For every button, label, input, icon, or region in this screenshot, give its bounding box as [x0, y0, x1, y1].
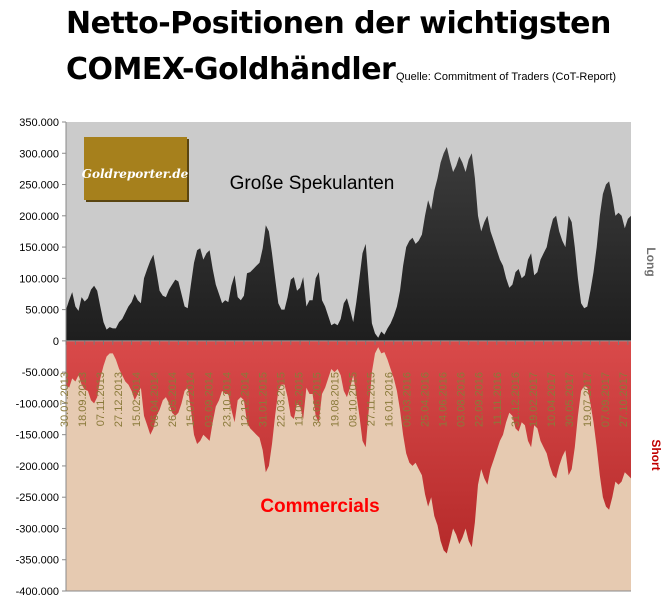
title-line-2: COMEX-Goldhändler: [66, 52, 396, 87]
x-tick-label: 12.12.2014: [239, 372, 251, 427]
series-area-commercials: [66, 340, 631, 554]
y-tick-label: -150.000: [16, 430, 59, 442]
y-tick-label: 300.000: [19, 148, 59, 160]
y-tick-label: -200.000: [16, 461, 59, 473]
x-tick-label: 08.10.2015: [348, 372, 360, 427]
x-tick-label: 03.09.2014: [203, 372, 215, 427]
x-tick-label: 07.09.2017: [600, 372, 612, 427]
x-tick-label: 27.10.2017: [618, 372, 630, 427]
y-tick-label: -300.000: [16, 523, 59, 535]
logo-badge: [84, 137, 187, 200]
y-axis-labels: 350.000 300.000 250.000 200.000 150.000 100.0…: [16, 117, 59, 598]
right-axis-label-short: Short: [649, 439, 663, 470]
x-tick-label: 30.06.2015: [312, 372, 324, 427]
axes-layer: [62, 121, 631, 592]
title-line-1: Netto-Positionen der wichtigsten: [66, 6, 611, 41]
x-tick-label: 27.12.2013: [113, 372, 125, 427]
y-tick-label: 150.000: [19, 242, 59, 254]
y-tick-label: 200.000: [19, 211, 59, 223]
y-tick-label: -100.000: [16, 398, 59, 410]
y-tick-label: 50.000: [25, 305, 59, 317]
x-tick-label: 23.10.2014: [221, 372, 233, 427]
x-tick-label: 11.11.2016: [492, 372, 504, 425]
y-tick-label: 100.000: [19, 273, 59, 285]
x-tick-label: 10.04.2017: [546, 372, 558, 427]
x-tick-label: 15.02.2014: [131, 372, 143, 427]
x-tick-label: 15.07.2014: [185, 372, 197, 427]
series-label-commercials: Commercials: [260, 496, 379, 517]
source-note: Quelle: Commitment of Traders (CoT-Repor…: [396, 71, 617, 83]
x-tick-label: 22.03.2015: [275, 372, 287, 427]
x-tick-label: 27.11.2015: [366, 372, 378, 426]
y-tick-label: 350.000: [19, 117, 59, 129]
x-tick-label: 14.06.2016: [438, 372, 450, 427]
x-tick-label: 31.12.2016: [510, 372, 522, 427]
x-tick-label: 11.05.2015: [293, 372, 305, 426]
logo: Goldreporter.de: [82, 137, 189, 202]
series-area-grosse-spekulanten: [66, 147, 631, 341]
x-tick-label: 19.07.2017: [582, 372, 594, 427]
x-tick-label: 31.01.2015: [257, 372, 269, 427]
x-tick-label: 07.11.2013: [95, 372, 107, 426]
series-layer: [66, 147, 631, 554]
y-tick-label: 0: [53, 336, 59, 348]
x-tick-label: 25.04.2016: [420, 372, 432, 427]
x-tick-label: 18.09.2013: [77, 372, 89, 427]
x-tick-label: 06.04.2014: [149, 372, 161, 427]
logo-text: Goldreporter.de: [82, 167, 189, 181]
y-tick-label: -50.000: [22, 367, 59, 379]
x-tick-label: 30.05.2017: [564, 372, 576, 427]
x-tick-label: 03.08.2016: [456, 372, 468, 427]
x-tick-label: 16.01.2016: [384, 372, 396, 427]
right-axis-label-long: Long: [644, 247, 658, 276]
x-tick-label: 22.09.2016: [474, 372, 486, 427]
y-tick-label: -400.000: [16, 586, 59, 598]
x-axis-labels: 30.07.2013 18.09.2013 07.11.2013 27.12.2013…: [59, 372, 630, 427]
y-tick-label: 250.000: [19, 180, 59, 192]
x-tick-label: 26.05.2014: [167, 372, 179, 427]
y-tick-label: -250.000: [16, 492, 59, 504]
x-tick-label: 19.08.2015: [330, 372, 342, 427]
x-tick-label: 06.03.2016: [402, 372, 414, 427]
x-tick-label: 30.07.2013: [59, 372, 71, 427]
x-tick-label: 19.02.2017: [528, 372, 540, 427]
series-label-speculators: Große Spekulanten: [230, 173, 395, 194]
y-tick-label: -350.000: [16, 555, 59, 567]
